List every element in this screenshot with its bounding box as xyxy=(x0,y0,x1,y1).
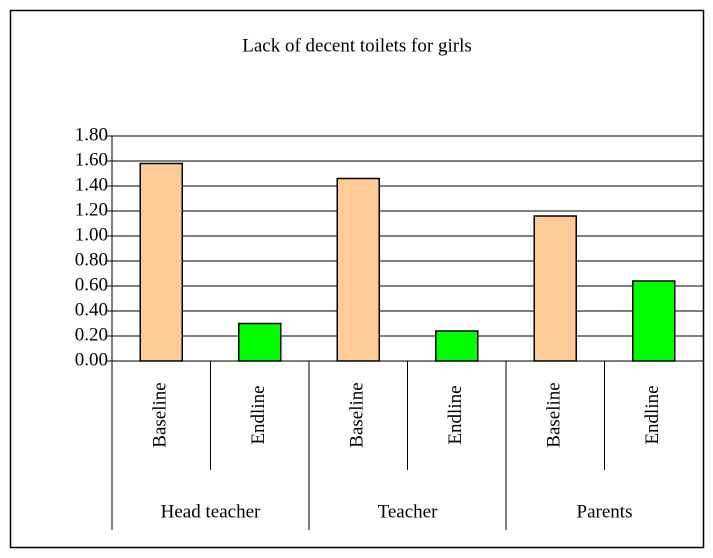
x-tick-label: Baseline xyxy=(544,382,565,447)
y-tick-label: 1.60 xyxy=(75,149,108,170)
group-label: Parents xyxy=(577,501,633,522)
bar xyxy=(336,177,380,362)
x-tick-label: Baseline xyxy=(347,382,368,447)
y-tick-label: 0.60 xyxy=(75,274,108,295)
y-tick-label: 1.40 xyxy=(75,174,108,195)
y-tick-label: 0.80 xyxy=(75,249,108,270)
bar xyxy=(632,280,676,362)
y-tick-label: 1.80 xyxy=(75,124,108,145)
group-label: Head teacher xyxy=(161,501,261,522)
chart-title: Lack of decent toilets for girls xyxy=(242,35,472,56)
bar xyxy=(533,215,577,362)
bar xyxy=(139,162,183,362)
x-tick-label: Endline xyxy=(248,385,269,444)
group-label: Teacher xyxy=(378,501,439,522)
y-tick-label: 0.00 xyxy=(75,349,108,370)
y-tick-label: 0.20 xyxy=(75,324,108,345)
y-tick-label: 1.00 xyxy=(75,224,108,245)
x-tick-label: Endline xyxy=(445,385,466,444)
x-tick-label: Baseline xyxy=(150,382,171,447)
bar xyxy=(435,330,479,362)
x-tick-label: Endline xyxy=(642,385,663,444)
bar xyxy=(238,322,282,362)
y-tick-label: 0.40 xyxy=(75,299,108,320)
y-tick-label: 1.20 xyxy=(75,199,108,220)
